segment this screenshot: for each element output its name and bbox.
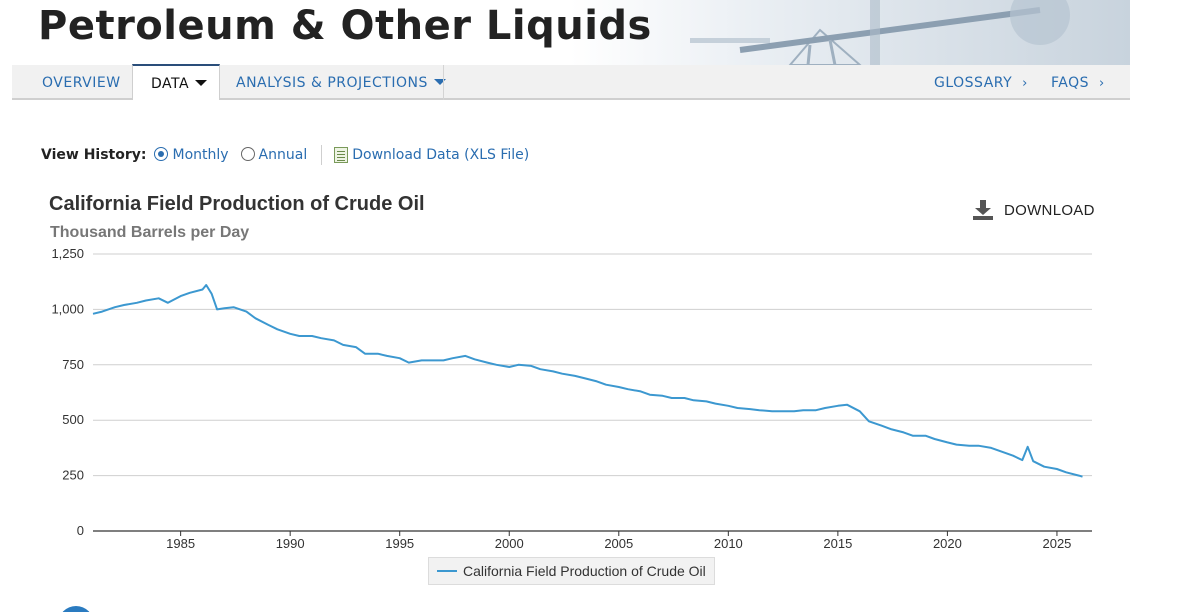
download-label: DOWNLOAD <box>1004 201 1095 219</box>
site-banner: Petroleum & Other Liquids <box>0 0 1130 65</box>
chevron-right-icon: › <box>1099 76 1105 91</box>
page-title: Petroleum & Other Liquids <box>38 3 652 49</box>
legend-swatch <box>437 570 457 572</box>
annual-radio[interactable] <box>240 147 255 161</box>
annual-radio-label[interactable]: Annual <box>258 147 308 163</box>
main-nav: OVERVIEW DATA ANALYSIS & PROJECTIONS GLO… <box>12 64 1130 100</box>
x-tick-label: 1990 <box>276 536 305 551</box>
scroll-top-button[interactable] <box>58 606 94 612</box>
y-tick-label: 0 <box>77 523 84 538</box>
y-tick-label: 250 <box>62 468 84 483</box>
chart-download-button[interactable]: DOWNLOAD <box>972 197 1095 223</box>
oil-pump-illustration <box>570 0 1130 65</box>
nav-glossary-label: GLOSSARY <box>934 75 1013 91</box>
x-tick-label: 2000 <box>495 536 524 551</box>
nav-divider <box>443 65 444 100</box>
nav-data-dropdown[interactable]: DATA <box>132 64 220 100</box>
line-chart: 0 250 500 750 1,000 1,250 1985 1990 1995 2000 2005… <box>51 246 1092 551</box>
legend-label: California Field Production of Crude Oil <box>463 563 706 579</box>
nav-overview[interactable]: OVERVIEW <box>42 75 121 91</box>
x-tick-label: 2010 <box>714 536 743 551</box>
download-xls-link[interactable]: Download Data (XLS File) <box>352 147 530 163</box>
x-tick-label: 1995 <box>385 536 414 551</box>
x-tick-label: 2020 <box>933 536 962 551</box>
chart-title: California Field Production of Crude Oil <box>49 193 425 215</box>
xls-file-icon <box>334 147 349 163</box>
nav-analysis-label: ANALYSIS & PROJECTIONS <box>236 75 428 91</box>
y-tick-label: 500 <box>62 412 84 427</box>
nav-data-label: DATA <box>151 76 190 92</box>
chevron-right-icon: › <box>1022 76 1028 91</box>
view-history-label: View History: <box>41 147 147 163</box>
nav-faqs-label: FAQS <box>1051 75 1090 91</box>
nav-analysis-dropdown[interactable]: ANALYSIS & PROJECTIONS <box>236 65 446 100</box>
x-tick-label: 1985 <box>166 536 195 551</box>
monthly-radio-label[interactable]: Monthly <box>172 147 229 163</box>
chart-legend[interactable]: California Field Production of Crude Oil <box>428 557 715 585</box>
view-history-controls: View History: Monthly Annual Download Da… <box>41 143 529 167</box>
y-tick-label: 1,000 <box>51 301 84 316</box>
series-line <box>92 284 1083 478</box>
y-tick-label: 750 <box>62 357 84 372</box>
caret-down-icon <box>433 78 446 85</box>
nav-faqs[interactable]: FAQS › <box>1051 65 1105 100</box>
x-tick-label: 2005 <box>604 536 633 551</box>
x-tick-label: 2015 <box>823 536 852 551</box>
download-icon <box>973 200 993 220</box>
chart-container: 0 250 500 750 1,000 1,250 1985 1990 1995 2000 2005… <box>0 185 1199 612</box>
monthly-radio[interactable] <box>154 147 169 161</box>
chart-y-label: Thousand Barrels per Day <box>50 224 250 241</box>
y-tick-label: 1,250 <box>51 246 84 261</box>
nav-glossary[interactable]: GLOSSARY › <box>934 65 1028 100</box>
x-tick-label: 2025 <box>1042 536 1071 551</box>
divider <box>321 145 323 165</box>
caret-down-icon <box>195 79 208 86</box>
